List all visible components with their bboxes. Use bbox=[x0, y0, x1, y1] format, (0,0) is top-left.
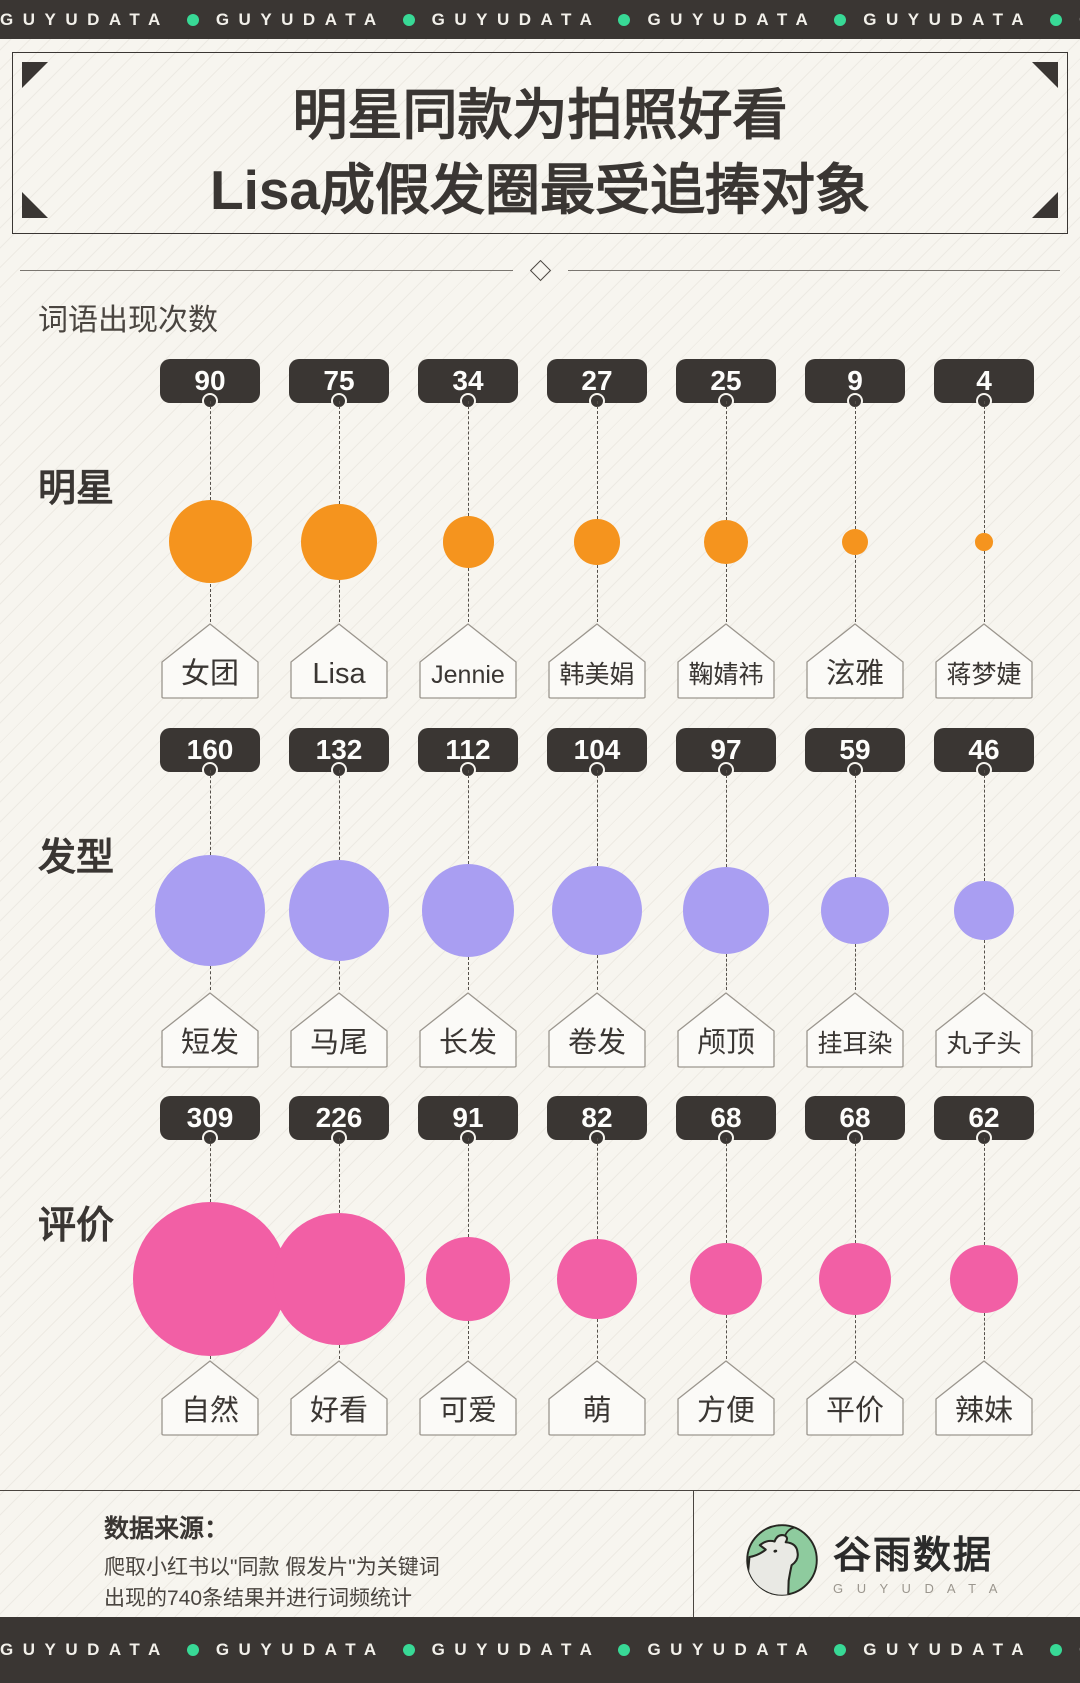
svg-text:方便: 方便 bbox=[697, 1394, 755, 1427]
svg-text:好看: 好看 bbox=[310, 1394, 368, 1427]
svg-text:平价: 平价 bbox=[826, 1395, 884, 1427]
svg-text:自然: 自然 bbox=[181, 1394, 239, 1427]
svg-text:可爱: 可爱 bbox=[439, 1395, 497, 1427]
svg-text:辣妹: 辣妹 bbox=[955, 1394, 1013, 1427]
svg-text:萌: 萌 bbox=[582, 1394, 611, 1427]
